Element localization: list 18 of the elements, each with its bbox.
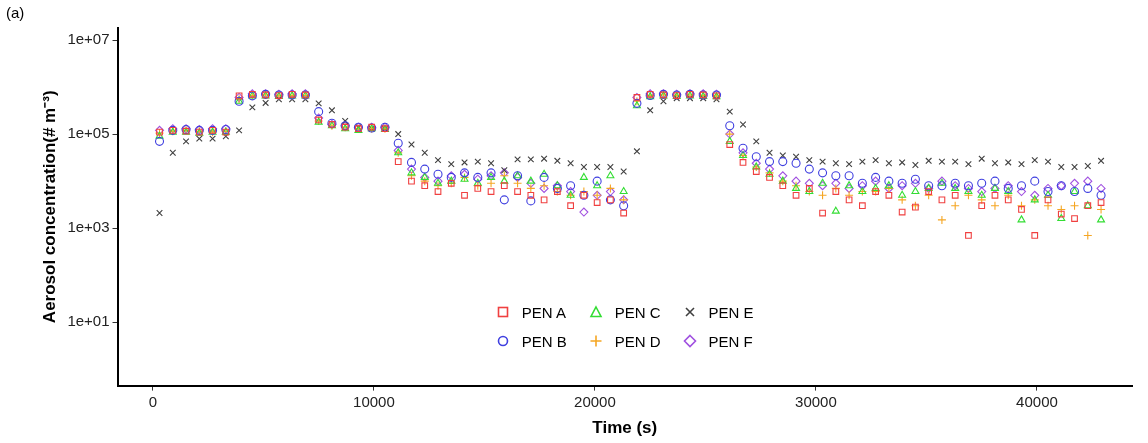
- x-tick-label: 0: [148, 392, 158, 410]
- y-tick-label: 1e+07: [67, 30, 110, 48]
- y-tick-label: 1e+03: [67, 218, 110, 236]
- y-axis-title: Aerosol concentration(# m⁻³): [39, 90, 59, 324]
- x-tick-label: 40000: [1016, 392, 1058, 410]
- x-tick-label: 20000: [574, 392, 616, 410]
- legend-label: PEN E: [708, 303, 754, 321]
- x-tick-label: 10000: [353, 392, 395, 410]
- legend-label: PEN F: [708, 332, 753, 350]
- legend-label: PEN B: [521, 332, 567, 350]
- y-tick-label: 1e+05: [67, 124, 110, 142]
- x-axis-title: Time (s): [592, 418, 658, 438]
- text: (a): [6, 4, 25, 21]
- legend-label: PEN C: [614, 303, 661, 321]
- legend-label: PEN D: [614, 332, 661, 350]
- legend-label: PEN A: [521, 303, 566, 321]
- y-tick-label: 1e+01: [67, 312, 110, 330]
- x-tick-label: 30000: [795, 392, 837, 410]
